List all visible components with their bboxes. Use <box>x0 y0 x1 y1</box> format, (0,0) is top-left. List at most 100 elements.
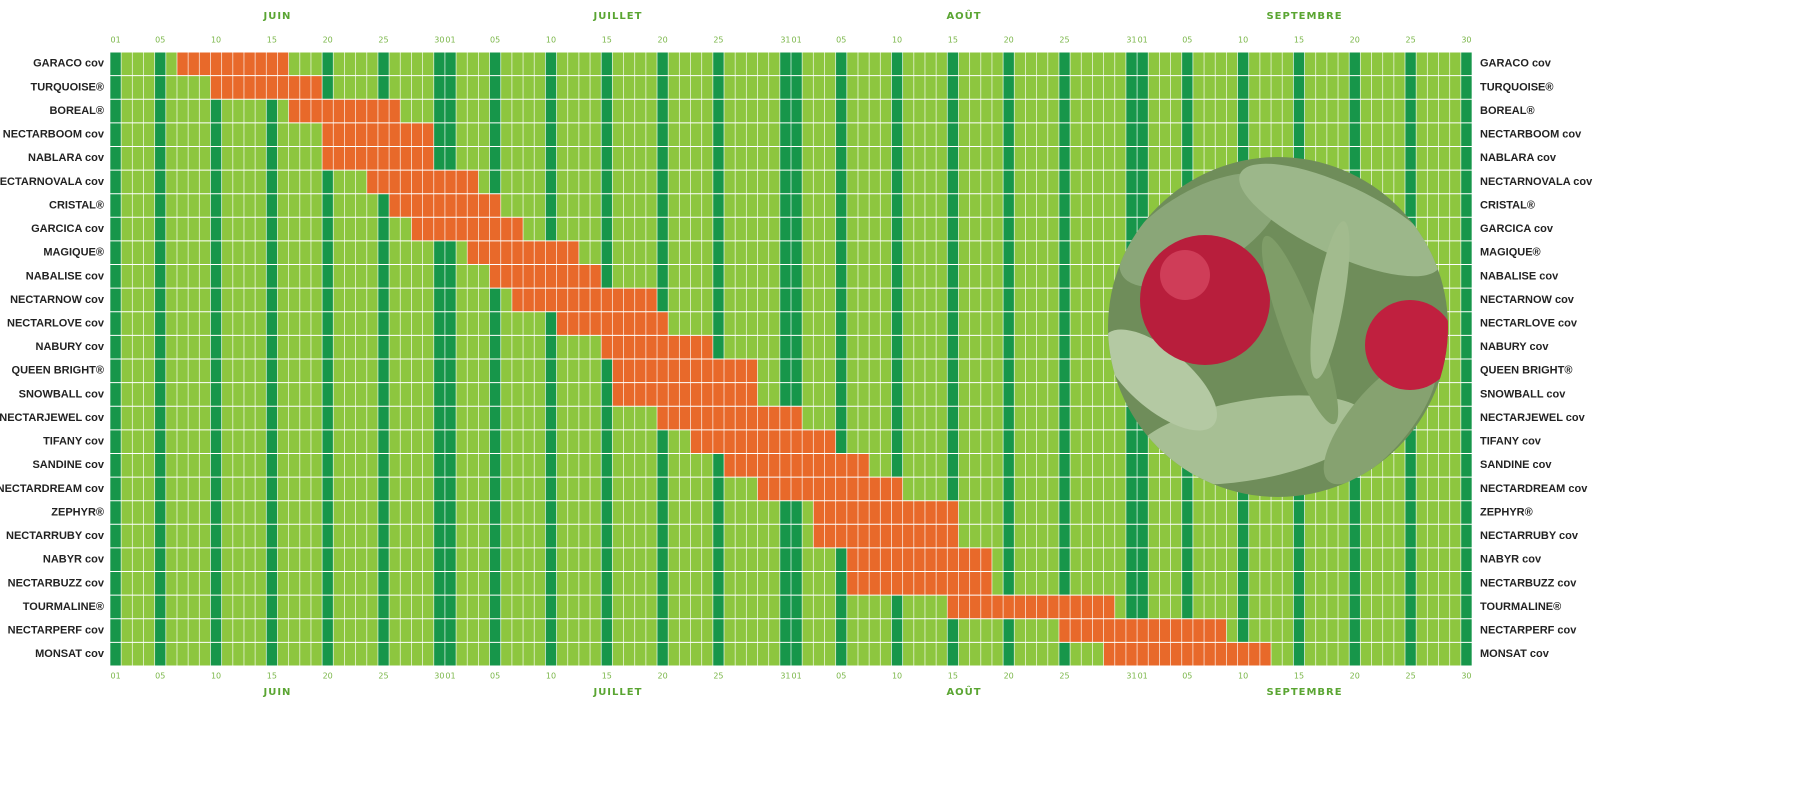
x-tick-label: 15 <box>1294 672 1304 681</box>
row-label: BOREAL® <box>1480 105 1535 117</box>
x-tick-label: 25 <box>713 36 723 45</box>
harvest-bar <box>690 429 836 454</box>
row-label: NABURY cov <box>36 341 105 353</box>
x-tick-label: 10 <box>546 36 556 45</box>
row-label: NECTARJEWEL cov <box>0 412 105 424</box>
x-tick-label: 01 <box>110 672 120 681</box>
month-label: JUILLET <box>592 687 642 698</box>
row-label: SNOWBALL cov <box>19 388 105 400</box>
x-tick-label: 30 <box>1461 36 1471 45</box>
harvest-bar <box>813 500 959 525</box>
harvest-bar <box>1058 618 1227 643</box>
x-tick-label: 25 <box>1406 36 1416 45</box>
row-label: NECTARNOVALA cov <box>1480 176 1593 188</box>
x-tick-label: 25 <box>378 36 388 45</box>
harvest-bar <box>1103 642 1272 666</box>
harvest-bar <box>612 359 758 383</box>
harvest-bar <box>813 524 959 548</box>
row-label: NECTARBOOM cov <box>3 129 105 141</box>
row-label: GARACO cov <box>33 58 105 70</box>
row-label: MONSAT cov <box>35 648 105 660</box>
x-tick-label: 20 <box>1004 36 1014 45</box>
row-label: NECTARDREAM cov <box>1480 483 1588 495</box>
x-tick-label: 01 <box>1138 672 1148 681</box>
row-label: NABALISE cov <box>26 270 105 282</box>
row-label: QUEEN BRIGHT® <box>12 365 104 377</box>
harvest-bar <box>612 382 758 407</box>
row-label: MAGIQUE® <box>43 247 104 259</box>
row-label: NECTARPERF cov <box>8 624 105 636</box>
x-tick-label: 05 <box>1182 36 1192 45</box>
x-tick-label: 15 <box>948 36 958 45</box>
x-tick-label: 05 <box>836 36 846 45</box>
x-tick-label: 10 <box>1238 672 1248 681</box>
harvest-bar <box>947 595 1115 619</box>
month-label: JUILLET <box>592 11 642 22</box>
x-tick-label: 15 <box>602 36 612 45</box>
row-label: SNOWBALL cov <box>1480 388 1566 400</box>
x-tick-label: 15 <box>267 36 277 45</box>
x-tick-label: 15 <box>602 672 612 681</box>
x-tick-label: 15 <box>1294 36 1304 45</box>
row-label: NECTARDREAM cov <box>0 483 105 495</box>
x-tick-label: 15 <box>948 672 958 681</box>
x-tick-label: 30 <box>1461 672 1471 681</box>
row-label: NABYR cov <box>1480 554 1542 566</box>
x-tick-label: 10 <box>546 672 556 681</box>
row-label: SANDINE cov <box>1480 459 1552 471</box>
row-label: ZEPHYR® <box>1480 506 1533 518</box>
x-tick-label: 25 <box>1059 36 1069 45</box>
harvest-bar <box>724 453 870 478</box>
row-label: TURQUOISE® <box>1480 81 1554 93</box>
x-tick-label: 10 <box>892 36 902 45</box>
row-label: QUEEN BRIGHT® <box>1480 365 1572 377</box>
row-label: NECTARJEWEL cov <box>1480 412 1586 424</box>
row-label: NECTARRUBY cov <box>6 530 105 542</box>
row-label: NECTARLOVE cov <box>1480 317 1578 329</box>
x-tick-label: 20 <box>323 672 333 681</box>
harvest-bar <box>757 477 903 501</box>
row-label: NABYR cov <box>43 554 105 566</box>
row-label: NECTARBUZZ cov <box>1480 577 1577 589</box>
x-tick-label: 01 <box>791 36 801 45</box>
x-tick-label: 25 <box>378 672 388 681</box>
x-tick-label: 10 <box>1238 36 1248 45</box>
x-tick-label: 25 <box>1059 672 1069 681</box>
row-label: CRISTAL® <box>49 199 104 211</box>
x-tick-label: 25 <box>713 672 723 681</box>
row-label: TOURMALINE® <box>23 601 104 613</box>
harvest-bar <box>846 571 992 596</box>
row-label: GARACO cov <box>1480 58 1552 70</box>
month-label: SEPTEMBRE <box>1266 687 1342 698</box>
nectarine-photo <box>1108 157 1448 497</box>
x-tick-label: 01 <box>445 672 455 681</box>
row-label: CRISTAL® <box>1480 199 1535 211</box>
x-tick-label: 10 <box>211 672 221 681</box>
month-label: AOÛT <box>946 9 981 22</box>
x-tick-label: 05 <box>1182 672 1192 681</box>
row-label: TURQUOISE® <box>31 81 105 93</box>
row-label: TOURMALINE® <box>1480 601 1561 613</box>
row-label: TIFANY cov <box>43 436 105 448</box>
row-label: NECTARNOW cov <box>10 294 105 306</box>
row-label: NABLARA cov <box>1480 152 1557 164</box>
row-label: SANDINE cov <box>32 459 104 471</box>
row-label: GARCICA cov <box>1480 223 1554 235</box>
row-label: NABLARA cov <box>28 152 105 164</box>
harvest-bar <box>846 547 992 572</box>
x-tick-label: 10 <box>892 672 902 681</box>
x-tick-label: 20 <box>323 36 333 45</box>
x-tick-label: 20 <box>658 672 668 681</box>
row-label: BOREAL® <box>49 105 104 117</box>
row-label: MAGIQUE® <box>1480 247 1541 259</box>
x-tick-label: 05 <box>155 36 165 45</box>
x-tick-label: 01 <box>110 36 120 45</box>
harvest-bar <box>511 288 658 312</box>
row-label: NECTARPERF cov <box>1480 624 1577 636</box>
row-label: NABALISE cov <box>1480 270 1559 282</box>
x-tick-label: 05 <box>490 672 500 681</box>
row-label: MONSAT cov <box>1480 648 1550 660</box>
row-label: NABURY cov <box>1480 341 1549 353</box>
row-label: NECTARRUBY cov <box>1480 530 1579 542</box>
row-label: ZEPHYR® <box>51 506 104 518</box>
